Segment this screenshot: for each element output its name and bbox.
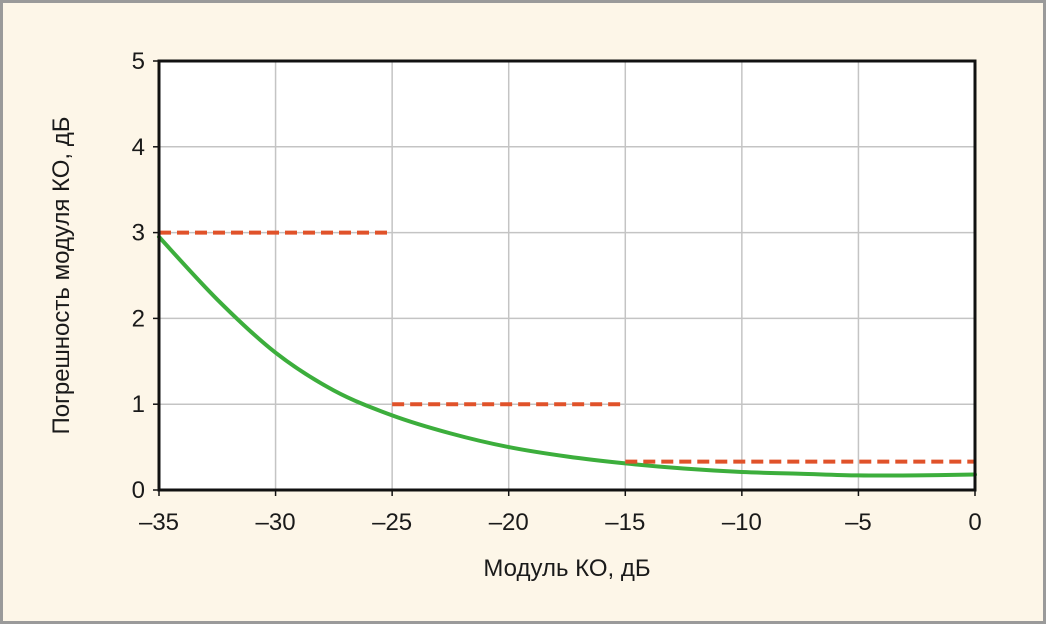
x-tick-labels: –35 –30 –25 –20 –15 –10 –5 0 [139,509,982,536]
x-tick-label: –15 [605,509,645,536]
chart: –35 –30 –25 –20 –15 –10 –5 0 0 1 2 3 4 5 Модуль КО, … [48,48,982,582]
x-tick-label: –25 [372,509,412,536]
x-axis-title: Модуль КО, дБ [483,555,650,582]
y-tick-label: 0 [132,477,145,504]
y-tick-label: 5 [132,48,145,75]
x-tick-label: –30 [256,509,296,536]
y-tick-label: 1 [132,391,145,418]
x-tick-label: –35 [139,509,179,536]
y-tick-label: 4 [132,134,145,161]
error-curve [157,234,977,478]
x-tick-label: –20 [489,509,529,536]
y-tick-label: 2 [132,305,145,332]
grid [153,60,976,496]
series-group [157,230,977,478]
x-tick-label: –10 [722,509,762,536]
y-tick-labels: 0 1 2 3 4 5 [132,48,145,504]
plot-area [159,61,975,490]
plot-frame [157,59,977,492]
x-tick-label: –5 [845,509,872,536]
y-axis-title: Погрешность модуля КО, дБ [48,117,75,435]
y-tick-label: 3 [132,220,145,247]
x-tick-label: 0 [968,509,981,536]
